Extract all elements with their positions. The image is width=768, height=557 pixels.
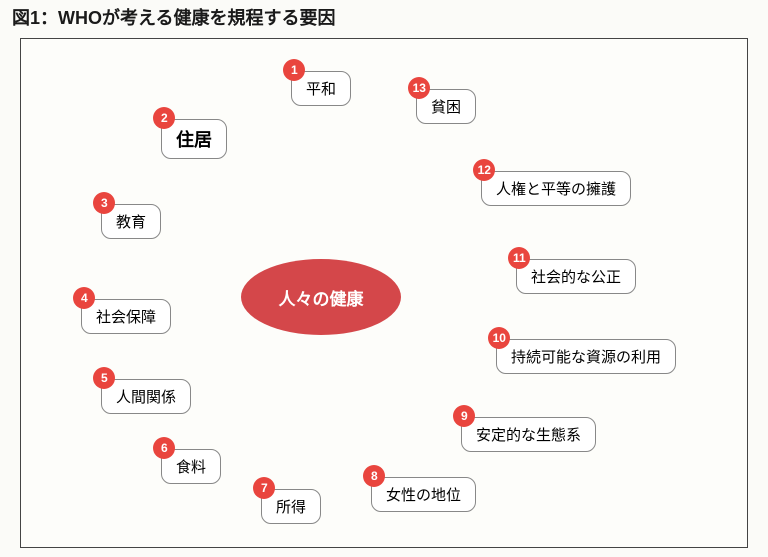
factor-number: 4 bbox=[81, 291, 88, 305]
factor-label: 所得 bbox=[276, 496, 306, 517]
factor-label: 持続可能な資源の利用 bbox=[511, 346, 661, 367]
center-oval: 人々の健康 bbox=[241, 259, 401, 335]
factor-label: 人間関係 bbox=[116, 386, 176, 407]
factor-label: 住居 bbox=[176, 126, 212, 152]
factor-label: 社会的な公正 bbox=[531, 266, 621, 287]
center-label: 人々の健康 bbox=[279, 285, 364, 310]
diagram-frame: 人々の健康 平和 1 住居 2 教育 3 社会保障 4 人間関係 5 食料 6 所得 7 女性の地位 8 安定的… bbox=[20, 38, 748, 548]
factor-number: 9 bbox=[461, 409, 468, 423]
factor-node: 女性の地位 bbox=[371, 477, 476, 512]
factor-label: 教育 bbox=[116, 211, 146, 232]
figure-title: 図1：WHOが考える健康を規程する要因 bbox=[0, 0, 768, 38]
factor-number: 11 bbox=[513, 251, 526, 265]
factor-label: 安定的な生態系 bbox=[476, 424, 581, 445]
factor-label: 平和 bbox=[306, 78, 336, 99]
factor-node: 人間関係 bbox=[101, 379, 191, 414]
factor-number: 1 bbox=[291, 63, 298, 77]
factor-number: 12 bbox=[478, 163, 491, 177]
factor-number: 8 bbox=[371, 469, 378, 483]
factor-number: 7 bbox=[261, 481, 268, 495]
factor-label: 女性の地位 bbox=[386, 484, 461, 505]
factor-number: 3 bbox=[101, 196, 108, 210]
factor-label: 貧困 bbox=[431, 96, 461, 117]
factor-number: 10 bbox=[493, 331, 506, 345]
factor-label: 社会保障 bbox=[96, 306, 156, 327]
factor-label: 人権と平等の擁護 bbox=[496, 178, 616, 199]
factor-number: 6 bbox=[161, 441, 168, 455]
factor-node: 社会保障 bbox=[81, 299, 171, 334]
factor-number: 13 bbox=[413, 81, 426, 95]
factor-label: 食料 bbox=[176, 456, 206, 477]
factor-node: 持続可能な資源の利用 bbox=[496, 339, 676, 374]
factor-number: 5 bbox=[101, 371, 108, 385]
factor-node: 安定的な生態系 bbox=[461, 417, 596, 452]
factor-number: 2 bbox=[161, 111, 168, 125]
factor-node: 人権と平等の擁護 bbox=[481, 171, 631, 206]
factor-node: 社会的な公正 bbox=[516, 259, 636, 294]
